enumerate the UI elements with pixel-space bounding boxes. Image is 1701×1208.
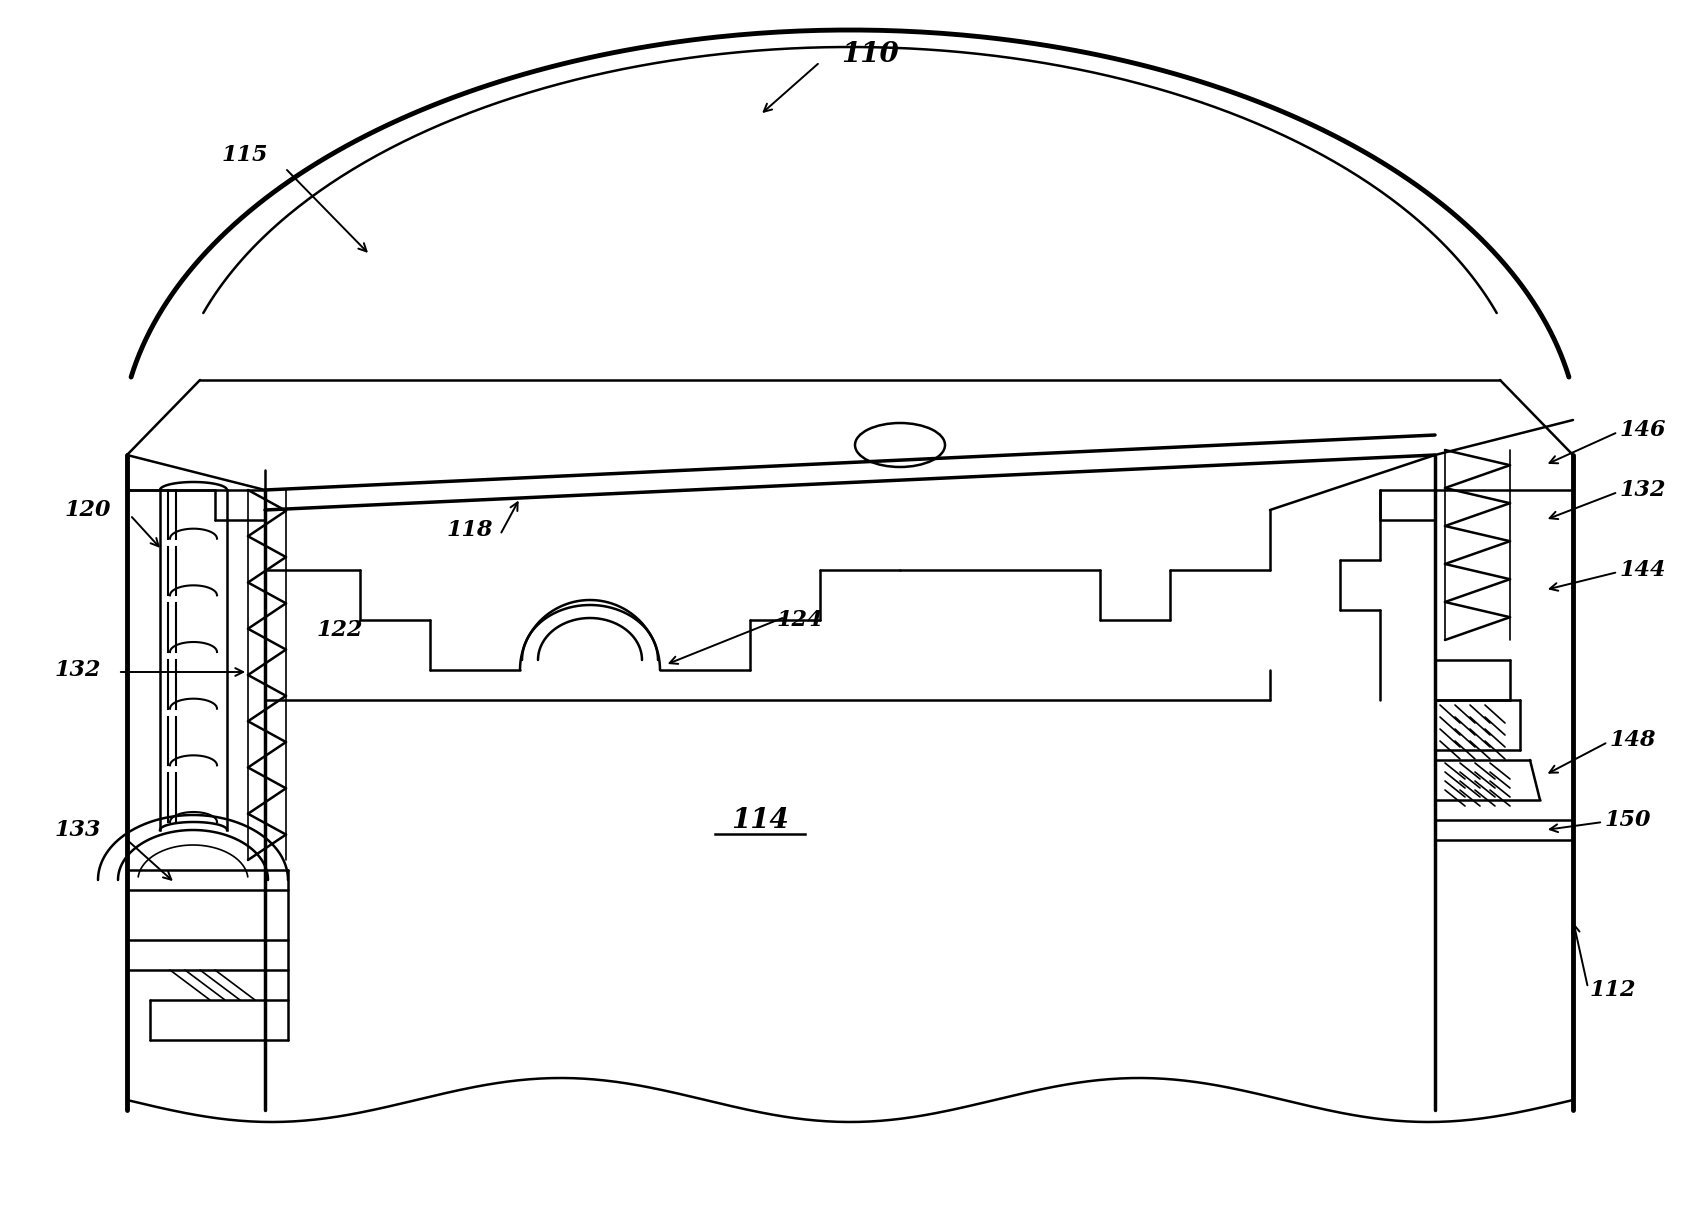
Text: 115: 115 bbox=[221, 144, 269, 165]
Text: 110: 110 bbox=[840, 41, 898, 69]
Text: 132: 132 bbox=[54, 660, 102, 681]
Text: 132: 132 bbox=[1619, 480, 1667, 501]
Text: 150: 150 bbox=[1606, 809, 1652, 831]
Text: 148: 148 bbox=[1611, 728, 1657, 751]
Text: 133: 133 bbox=[54, 819, 102, 841]
Text: 114: 114 bbox=[731, 807, 789, 834]
Text: 124: 124 bbox=[777, 609, 823, 631]
Text: 112: 112 bbox=[1590, 978, 1636, 1001]
Text: 120: 120 bbox=[65, 499, 111, 521]
Text: 144: 144 bbox=[1619, 559, 1667, 581]
Text: 118: 118 bbox=[447, 519, 493, 541]
Text: 122: 122 bbox=[316, 618, 364, 641]
Text: 146: 146 bbox=[1619, 419, 1667, 441]
